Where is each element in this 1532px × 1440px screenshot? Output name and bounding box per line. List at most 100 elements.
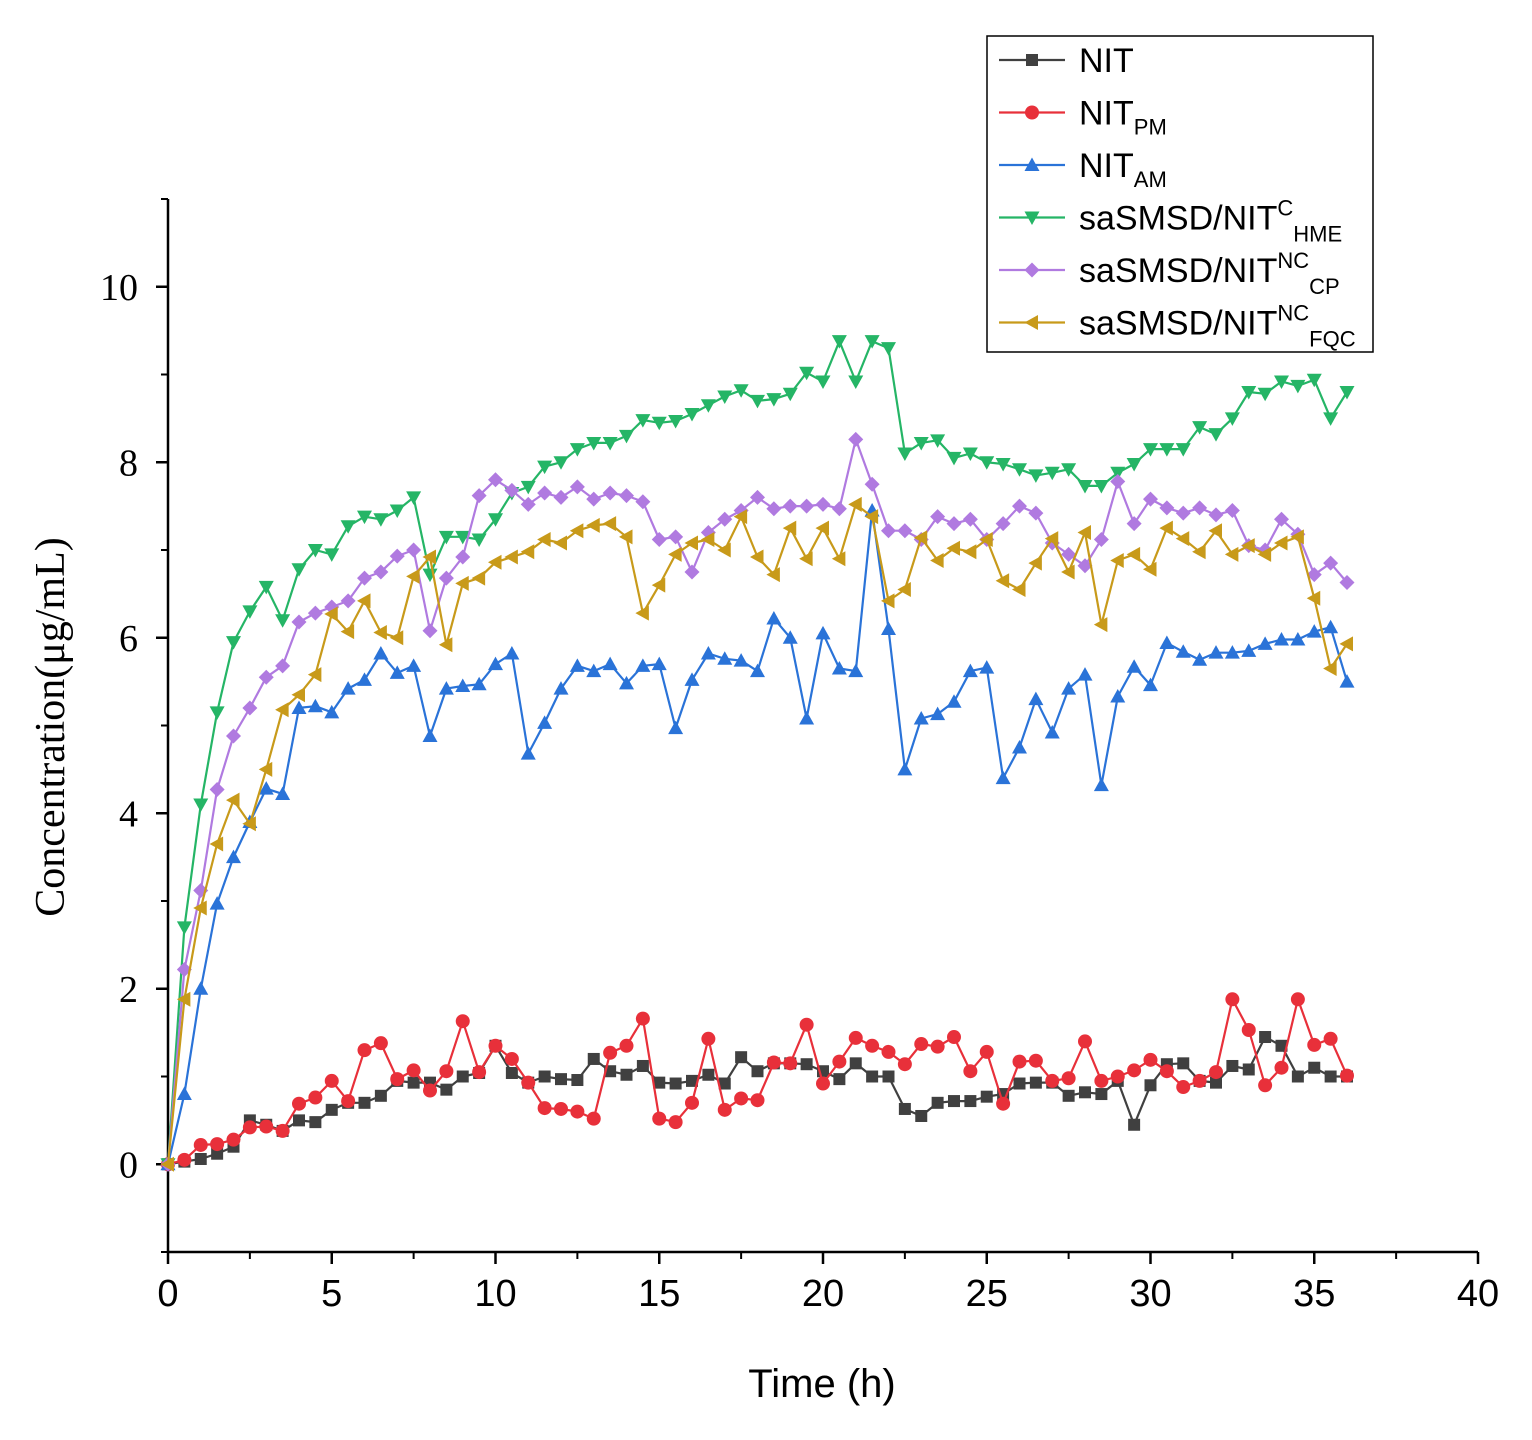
data-point (488, 1038, 503, 1053)
series-4 (160, 431, 1355, 1172)
data-point (782, 520, 797, 536)
data-point (537, 485, 553, 501)
data-point (471, 533, 487, 547)
data-point (864, 509, 879, 525)
data-point (734, 1091, 749, 1106)
data-point (700, 399, 716, 413)
data-point (1110, 553, 1124, 569)
legend-label: NITAM (1079, 147, 1167, 192)
data-point (422, 728, 438, 743)
data-point (635, 1011, 650, 1026)
data-point (291, 563, 307, 577)
data-point (897, 1057, 912, 1072)
data-point (389, 548, 405, 564)
data-point (996, 1096, 1011, 1111)
legend-item: saSMSD/NITNCCP (999, 248, 1340, 299)
data-point (373, 1036, 388, 1051)
x-tick-label: 25 (966, 1273, 1008, 1315)
data-point (1045, 1073, 1060, 1088)
data-point (881, 342, 896, 356)
data-point (1340, 1068, 1354, 1083)
data-point (833, 1073, 846, 1086)
data-point (1241, 643, 1257, 657)
data-point (520, 496, 536, 512)
data-point (700, 646, 716, 660)
data-point (799, 551, 813, 567)
data-point (520, 544, 535, 560)
data-point (1012, 739, 1027, 754)
data-point (1126, 516, 1142, 532)
data-point (881, 621, 896, 635)
data-point (422, 623, 438, 639)
data-point (1274, 632, 1289, 646)
legend-label: NIT (1079, 42, 1134, 80)
data-point (1077, 524, 1091, 540)
data-point (962, 663, 978, 678)
data-point (357, 510, 372, 525)
data-point (913, 436, 929, 451)
data-point (750, 489, 765, 505)
data-point (586, 491, 602, 507)
y-tick-label: 4 (119, 793, 138, 835)
data-point (538, 1070, 551, 1083)
data-point (1225, 992, 1240, 1007)
data-point (488, 513, 503, 527)
data-point (504, 549, 518, 565)
data-point (242, 605, 258, 619)
data-point (1127, 1063, 1142, 1078)
data-point (226, 728, 241, 744)
data-point (963, 1064, 978, 1079)
data-point (1013, 1077, 1026, 1090)
data-point (815, 520, 829, 536)
data-point (1061, 564, 1075, 580)
data-point (1208, 428, 1224, 442)
data-point (636, 1059, 649, 1072)
data-point (537, 460, 553, 475)
data-point (619, 675, 634, 690)
data-point (831, 501, 847, 517)
data-point (390, 1072, 405, 1087)
data-point (733, 384, 749, 398)
series-line (167, 998, 1349, 1166)
data-point (1077, 667, 1093, 681)
data-point (717, 542, 731, 558)
data-point (995, 516, 1011, 532)
legend-swatch-marker (1024, 157, 1040, 171)
data-point (307, 698, 323, 713)
data-point (1061, 463, 1077, 477)
data-point (782, 630, 798, 644)
data-point (1159, 635, 1175, 650)
data-point (865, 1038, 880, 1053)
data-point (1307, 1037, 1322, 1052)
data-point (1274, 1060, 1289, 1075)
data-point (357, 672, 372, 686)
data-point (555, 1073, 567, 1086)
data-point (553, 456, 569, 470)
data-point (505, 1066, 518, 1079)
data-point (422, 549, 436, 565)
data-point (1044, 466, 1060, 481)
data-point (717, 651, 733, 665)
data-point (946, 451, 962, 466)
data-point (193, 1137, 208, 1152)
data-point (1143, 1052, 1158, 1067)
data-point (1306, 567, 1322, 583)
x-tick-label: 20 (802, 1273, 844, 1315)
series-line (166, 340, 1348, 1165)
legend-box (986, 35, 1374, 353)
data-point (291, 687, 305, 703)
data-point (930, 553, 944, 569)
data-point (815, 496, 831, 512)
data-point (340, 681, 356, 695)
data-point (684, 535, 698, 551)
data-point (1144, 1079, 1157, 1092)
data-point (1028, 555, 1042, 571)
data-point (1226, 1059, 1239, 1072)
data-point (504, 1051, 519, 1066)
data-point (799, 710, 815, 725)
data-point (537, 715, 553, 729)
data-point (275, 786, 291, 800)
data-point (930, 509, 946, 525)
x-tick-label: 0 (157, 1273, 178, 1315)
data-point (455, 678, 471, 693)
